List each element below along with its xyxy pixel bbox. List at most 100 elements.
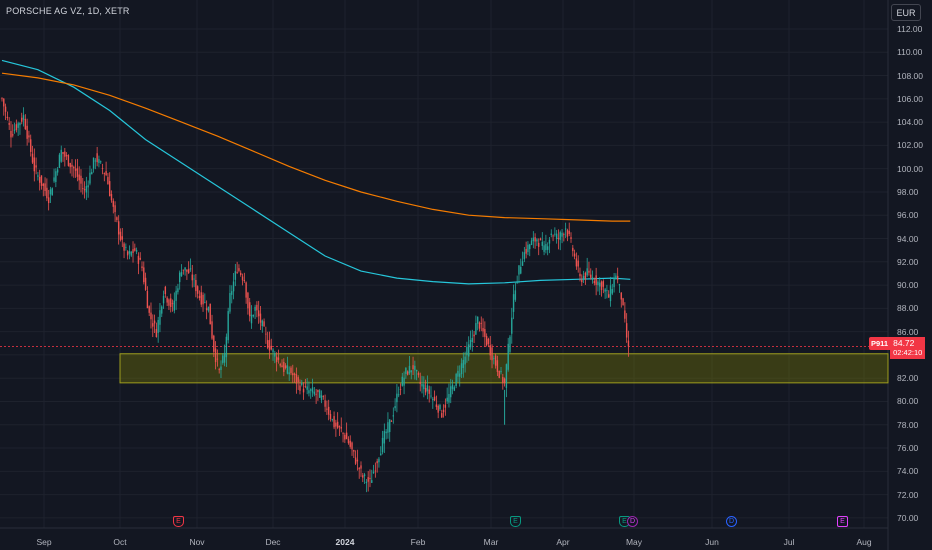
candle-body xyxy=(335,422,337,427)
candle-body xyxy=(599,282,601,287)
candle-body xyxy=(480,322,482,324)
candle-body xyxy=(315,393,317,395)
candle-body xyxy=(299,385,301,391)
candle-body xyxy=(171,303,174,305)
candle-body xyxy=(591,277,594,281)
candle-body xyxy=(577,260,579,267)
time-tick-label: Nov xyxy=(189,537,205,547)
candle-body xyxy=(85,186,88,193)
currency-button[interactable]: EUR xyxy=(891,4,921,21)
candle-body xyxy=(157,319,159,333)
dividend-marker-icon[interactable]: D xyxy=(726,516,737,527)
price-tick-label: 96.00 xyxy=(897,210,919,221)
candle-body xyxy=(521,261,524,266)
candle-body xyxy=(581,279,583,283)
candle-body xyxy=(459,373,461,377)
candle-body xyxy=(554,233,556,235)
time-tick-label: Sep xyxy=(36,537,52,547)
candle-body xyxy=(378,458,380,463)
candle-body xyxy=(433,396,436,401)
candle-body xyxy=(494,355,497,366)
candle-body xyxy=(143,267,145,283)
candle-body xyxy=(125,246,127,248)
candle-body xyxy=(502,377,504,383)
candle-body xyxy=(423,384,425,390)
candle-body xyxy=(380,453,382,456)
candle-body xyxy=(28,135,30,138)
dividend-marker-icon[interactable]: D xyxy=(627,516,638,527)
candle-body xyxy=(572,247,574,252)
candle-body xyxy=(170,298,172,307)
candle-body xyxy=(38,176,41,183)
candle-body xyxy=(430,395,432,397)
candle-body xyxy=(326,408,328,410)
candle-body xyxy=(405,367,407,374)
candle-body xyxy=(602,281,605,287)
candle-body xyxy=(139,257,141,260)
candle-body xyxy=(615,275,617,280)
candle-body xyxy=(288,372,290,375)
time-tick-label: Mar xyxy=(483,537,499,547)
candle-body xyxy=(261,320,263,327)
candle-body xyxy=(358,468,360,470)
candle-body xyxy=(76,168,79,177)
candle-body xyxy=(49,189,52,195)
candle-body xyxy=(514,290,517,300)
candle-body xyxy=(419,381,421,384)
candle-body xyxy=(180,272,183,277)
candle-body xyxy=(173,300,176,311)
candle-body xyxy=(478,322,481,329)
candle-body xyxy=(457,370,459,377)
candle-body xyxy=(148,306,150,313)
candle-body xyxy=(247,292,249,309)
candle-body xyxy=(573,253,576,257)
candle-body xyxy=(616,275,619,280)
candle-body xyxy=(625,323,628,338)
candle-body xyxy=(209,303,211,325)
candle-body xyxy=(471,337,473,342)
candle-body xyxy=(153,320,156,324)
candle-body xyxy=(568,230,570,234)
candle-body xyxy=(270,345,272,350)
candle-body xyxy=(543,245,545,252)
candle-body xyxy=(64,151,66,157)
candle-body xyxy=(338,426,341,427)
candle-body xyxy=(555,233,558,240)
candle-body xyxy=(424,388,427,393)
candle-body xyxy=(399,389,402,390)
candle-body xyxy=(455,373,457,387)
candle-body xyxy=(60,149,62,162)
candle-body xyxy=(189,268,192,270)
candle-body xyxy=(627,340,630,347)
candle-body xyxy=(44,183,46,191)
candle-body xyxy=(277,357,280,360)
candle-body xyxy=(417,372,420,376)
candle-body xyxy=(8,122,10,125)
candle-body xyxy=(426,385,429,392)
candle-body xyxy=(58,154,61,168)
price-tick-label: 88.00 xyxy=(897,303,919,314)
candle-body xyxy=(317,389,319,393)
earnings-marker-icon[interactable]: E xyxy=(510,516,521,527)
earnings-marker-icon[interactable]: E xyxy=(837,516,848,527)
price-tick-label: 90.00 xyxy=(897,280,919,291)
candle-body xyxy=(121,236,123,240)
time-tick-label: Apr xyxy=(556,537,570,547)
candle-body xyxy=(196,286,199,294)
candle-body xyxy=(344,434,346,440)
candle-body xyxy=(374,470,377,472)
candle-body xyxy=(73,166,75,169)
earnings-marker-icon[interactable]: E xyxy=(173,516,184,527)
candle-body xyxy=(310,389,312,391)
candle-body xyxy=(42,183,44,186)
candle-body xyxy=(126,251,129,256)
candle-body xyxy=(123,243,125,251)
candle-body xyxy=(345,432,348,440)
time-tick-label: Jul xyxy=(783,537,795,547)
candle-body xyxy=(466,346,468,356)
candle-body xyxy=(105,171,107,175)
candle-body xyxy=(3,98,5,107)
candle-body xyxy=(441,413,443,418)
candle-body xyxy=(482,328,484,332)
